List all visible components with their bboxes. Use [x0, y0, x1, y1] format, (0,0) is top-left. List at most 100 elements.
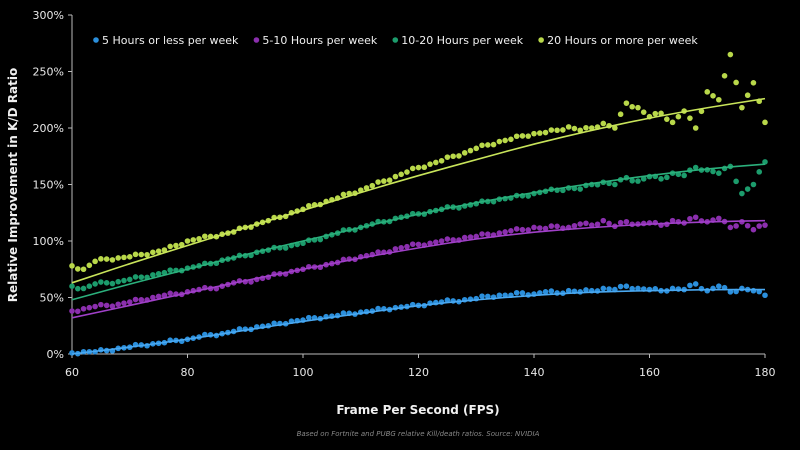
data-point: [519, 290, 526, 296]
data-point: [92, 303, 98, 310]
data-point: [167, 267, 173, 273]
data-point: [433, 159, 439, 166]
data-point: [750, 226, 757, 233]
data-point: [513, 226, 520, 232]
y-tick-label: 200%: [33, 122, 64, 135]
y-tick-label: 0%: [47, 348, 64, 361]
data-point: [363, 185, 370, 191]
data-point: [652, 110, 659, 117]
data-point: [74, 285, 81, 292]
data-point: [126, 254, 133, 260]
data-point: [739, 285, 745, 292]
data-point: [456, 153, 462, 159]
data-point: [496, 138, 503, 145]
data-point: [519, 226, 526, 233]
data-point: [733, 178, 739, 185]
data-point: [109, 303, 116, 310]
data-point: [692, 164, 699, 171]
data-point: [485, 231, 491, 238]
data-point: [629, 103, 635, 110]
data-point: [629, 285, 635, 292]
data-point: [167, 290, 173, 297]
data-point: [340, 310, 347, 316]
data-point: [640, 109, 647, 115]
x-axis-title: Frame Per Second (FPS): [336, 403, 499, 417]
data-point: [202, 233, 208, 240]
data-point: [415, 241, 422, 248]
data-point: [583, 287, 589, 293]
data-point: [80, 266, 87, 273]
data-point: [744, 222, 751, 229]
data-point: [409, 165, 416, 172]
data-point: [536, 130, 543, 136]
legend-marker: [392, 37, 399, 43]
data-point: [121, 300, 127, 306]
data-point: [392, 246, 399, 252]
legend-marker: [538, 37, 544, 43]
data-point: [421, 164, 428, 171]
data-point: [138, 274, 145, 280]
x-tick-label: 120: [408, 366, 429, 379]
data-point: [635, 178, 641, 184]
data-point: [450, 153, 456, 160]
data-point: [178, 241, 185, 248]
data-point: [692, 281, 699, 287]
data-point: [733, 79, 739, 86]
data-point: [571, 222, 578, 229]
data-point: [490, 141, 497, 148]
data-point: [623, 100, 630, 106]
data-point: [103, 280, 110, 286]
legend-marker: [253, 37, 260, 43]
data-point: [161, 247, 168, 253]
data-point: [704, 89, 711, 95]
data-point: [583, 124, 589, 131]
data-point: [398, 244, 404, 251]
data-point: [744, 186, 751, 192]
data-point: [692, 214, 699, 221]
data-point: [98, 279, 104, 285]
data-point: [525, 133, 532, 139]
data-point: [536, 225, 543, 231]
data-point: [450, 237, 456, 243]
x-tick-label: 80: [181, 366, 195, 379]
data-point: [664, 174, 670, 181]
data-point: [716, 96, 722, 103]
data-point: [473, 145, 480, 152]
data-point: [467, 234, 474, 240]
data-point: [415, 164, 422, 171]
data-point: [155, 293, 162, 300]
data-point: [86, 304, 93, 311]
data-point: [588, 222, 595, 228]
series-0: [69, 281, 768, 357]
data-point: [340, 191, 347, 198]
data-point: [692, 125, 699, 131]
data-point: [184, 238, 191, 244]
data-point: [98, 256, 104, 262]
data-point: [560, 127, 566, 133]
series-2: [69, 159, 768, 301]
data-point: [577, 186, 583, 192]
data-point: [150, 249, 156, 256]
data-point: [762, 292, 768, 299]
data-point: [750, 287, 757, 294]
data-point: [658, 110, 664, 117]
data-point: [126, 276, 133, 283]
data-point: [762, 159, 768, 165]
data-point: [623, 218, 630, 225]
data-point: [513, 133, 520, 140]
data-point: [617, 111, 624, 118]
trend-line: [71, 163, 766, 301]
data-point: [433, 239, 439, 245]
data-point: [612, 181, 618, 188]
data-point: [704, 287, 711, 294]
data-point: [381, 178, 387, 184]
data-point: [508, 228, 514, 234]
data-point: [560, 187, 566, 194]
data-point: [750, 181, 757, 188]
data-point: [698, 285, 705, 292]
data-point: [144, 251, 150, 258]
data-point: [710, 92, 716, 99]
data-point: [427, 161, 433, 167]
data-point: [687, 215, 693, 222]
